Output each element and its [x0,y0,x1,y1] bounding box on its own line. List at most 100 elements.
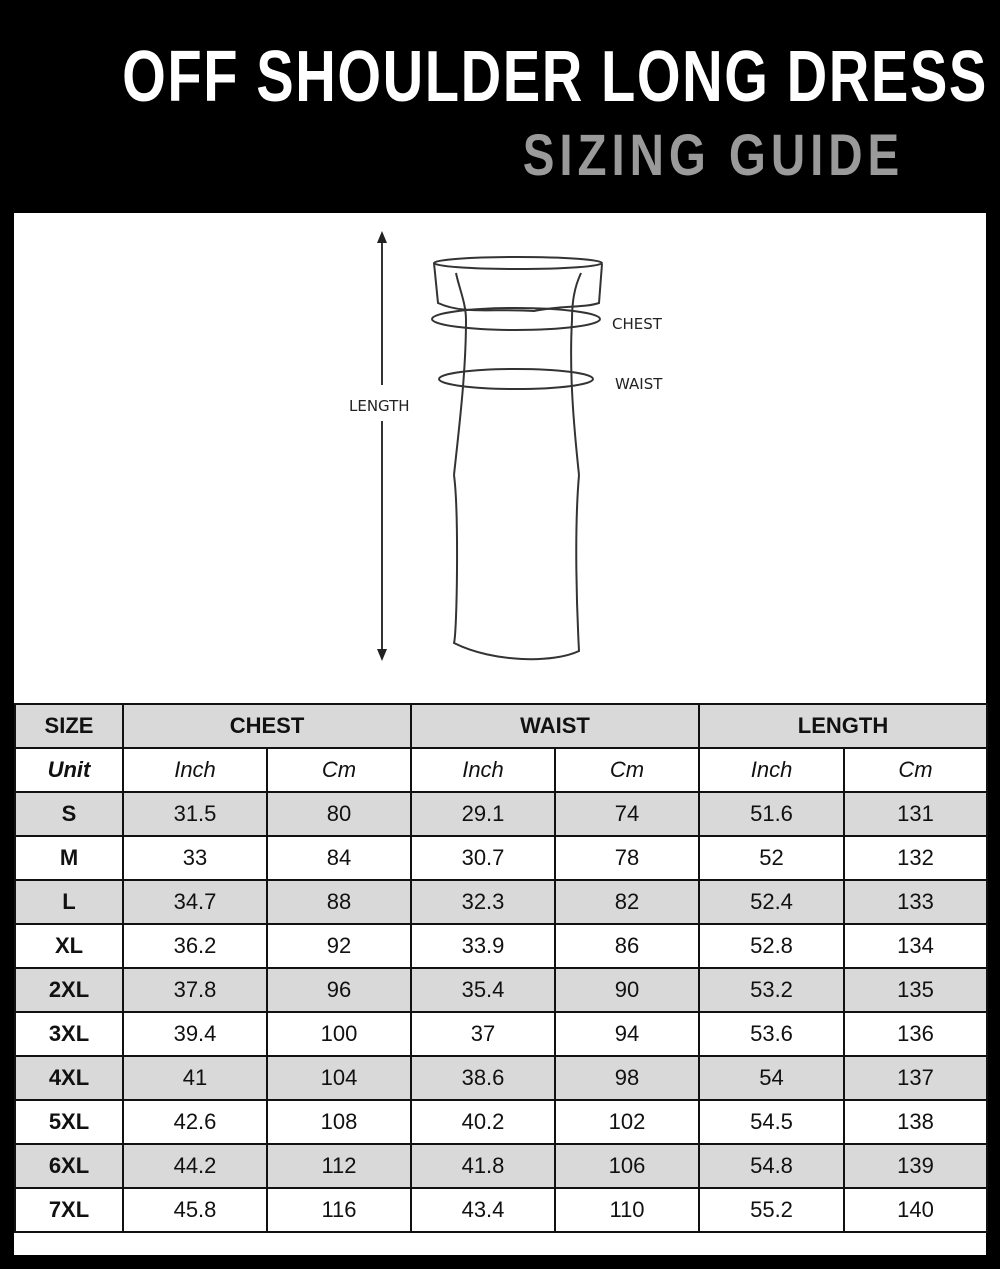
size-cell: S [14,791,124,837]
value-cell: 55.2 [698,1187,846,1233]
size-cell: 3XL [14,1011,124,1057]
value-cell: 86 [553,923,701,969]
value-cell: 53.6 [698,1011,846,1057]
size-cell: 6XL [14,1143,124,1189]
value-cell: 140 [843,1187,989,1233]
value-cell: 104 [266,1055,412,1101]
value-cell: 33.9 [410,923,556,969]
value-cell: 135 [843,967,989,1013]
value-cell: 106 [553,1143,701,1189]
value-cell: 100 [266,1011,412,1057]
size-cell: 7XL [14,1187,124,1233]
value-cell: 31.5 [122,791,268,837]
value-cell: 32.3 [410,879,556,925]
unit-label: Unit [14,747,124,793]
value-cell: 54.8 [698,1143,846,1189]
table-row: 2XL 37.8 96 35.4 90 53.2 135 [14,967,989,1013]
value-cell: 52.8 [698,923,846,969]
size-cell: L [14,879,124,925]
value-cell: 39.4 [122,1011,268,1057]
value-cell: 37.8 [122,967,268,1013]
table-row: 6XL 44.2 112 41.8 106 54.8 139 [14,1143,989,1189]
value-cell: 36.2 [122,923,268,969]
value-cell: 52 [698,835,846,881]
table-row: 4XL 41 104 38.6 98 54 137 [14,1055,989,1101]
unit-cell: Inch [410,747,556,793]
value-cell: 40.2 [410,1099,556,1145]
value-cell: 112 [266,1143,412,1189]
arrow-down-icon [377,649,387,661]
value-cell: 33 [122,835,268,881]
unit-cell: Cm [553,747,701,793]
table-row: M 33 84 30.7 78 52 132 [14,835,989,881]
value-cell: 53.2 [698,967,846,1013]
unit-cell: Cm [843,747,989,793]
dress-diagram: LENGTH CHEST WAIST [349,231,663,661]
subtitle-text: SIZING GUIDE [522,123,904,188]
value-cell: 92 [266,923,412,969]
value-cell: 34.7 [122,879,268,925]
value-cell: 98 [553,1055,701,1101]
value-cell: 138 [843,1099,989,1145]
content-panel: LENGTH CHEST WAIST SIZE CHEST WAIST LENG… [14,213,989,1255]
value-cell: 82 [553,879,701,925]
value-cell: 54 [698,1055,846,1101]
waist-label: WAIST [615,375,663,393]
header-waist: WAIST [409,703,701,749]
size-cell: XL [14,923,124,969]
value-cell: 131 [843,791,989,837]
value-cell: 134 [843,923,989,969]
value-cell: 96 [266,967,412,1013]
value-cell: 35.4 [410,967,556,1013]
value-cell: 38.6 [410,1055,556,1101]
table-row: XL 36.2 92 33.9 86 52.8 134 [14,923,989,969]
table-row: 7XL 45.8 116 43.4 110 55.2 140 [14,1187,989,1233]
value-cell: 52.4 [698,879,846,925]
value-cell: 44.2 [122,1143,268,1189]
size-cell: 4XL [14,1055,124,1101]
value-cell: 42.6 [122,1099,268,1145]
value-cell: 84 [266,835,412,881]
chest-label: CHEST [612,315,663,333]
value-cell: 41.8 [410,1143,556,1189]
title-text: OFF SHOULDER LONG DRESS [122,37,988,117]
value-cell: 110 [553,1187,701,1233]
value-cell: 137 [843,1055,989,1101]
table-row: L 34.7 88 32.3 82 52.4 133 [14,879,989,925]
value-cell: 30.7 [410,835,556,881]
table-row: 3XL 39.4 100 37 94 53.6 136 [14,1011,989,1057]
value-cell: 133 [843,879,989,925]
page-title: OFF SHOULDER LONG DRESS [0,36,1000,118]
value-cell: 54.5 [698,1099,846,1145]
value-cell: 108 [266,1099,412,1145]
unit-cell: Inch [122,747,268,793]
value-cell: 37 [410,1011,556,1057]
unit-cell: Cm [266,747,412,793]
value-cell: 139 [843,1143,989,1189]
value-cell: 90 [553,967,701,1013]
value-cell: 29.1 [410,791,556,837]
value-cell: 94 [553,1011,701,1057]
value-cell: 88 [266,879,412,925]
value-cell: 132 [843,835,989,881]
size-cell: 2XL [14,967,124,1013]
value-cell: 43.4 [410,1187,556,1233]
header-length: LENGTH [698,703,989,749]
value-cell: 136 [843,1011,989,1057]
unit-row: Unit Inch Cm Inch Cm Inch Cm [14,747,989,793]
size-cell: 5XL [14,1099,124,1145]
table-row: S 31.5 80 29.1 74 51.6 131 [14,791,989,837]
value-cell: 102 [553,1099,701,1145]
table-row: 5XL 42.6 108 40.2 102 54.5 138 [14,1099,989,1145]
unit-cell: Inch [698,747,846,793]
value-cell: 80 [266,791,412,837]
header-row: SIZE CHEST WAIST LENGTH [14,703,989,749]
value-cell: 41 [122,1055,268,1101]
value-cell: 74 [553,791,701,837]
size-cell: M [14,835,124,881]
arrow-up-icon [377,231,387,243]
value-cell: 78 [553,835,701,881]
value-cell: 51.6 [698,791,846,837]
header-chest: CHEST [122,703,412,749]
size-table: SIZE CHEST WAIST LENGTH Unit Inch Cm Inc… [14,703,989,1233]
